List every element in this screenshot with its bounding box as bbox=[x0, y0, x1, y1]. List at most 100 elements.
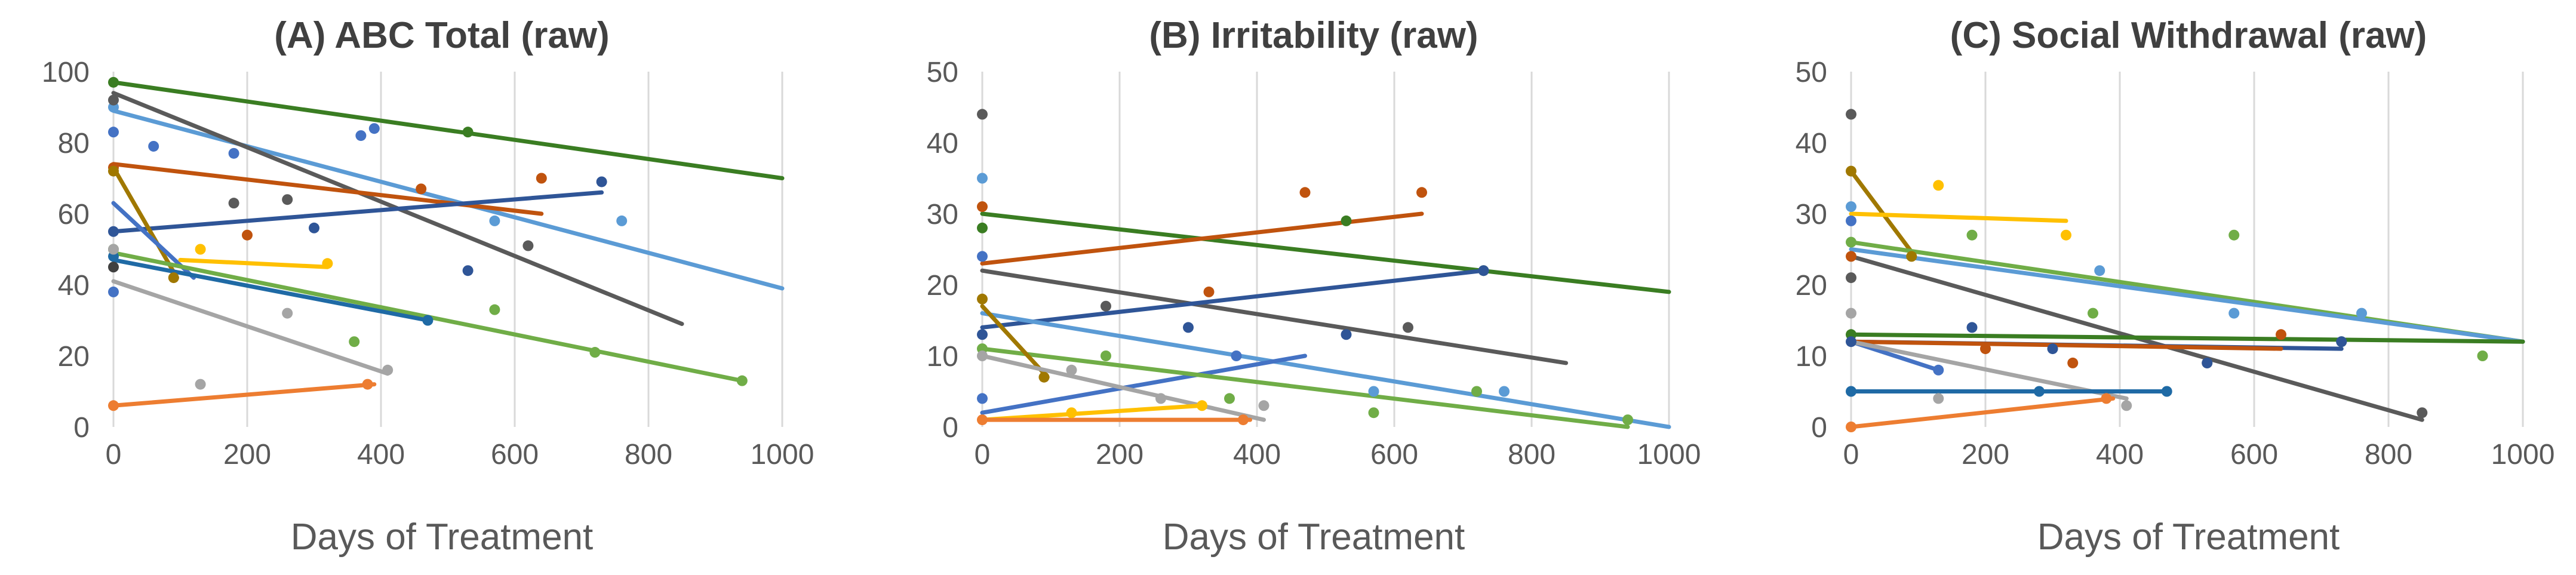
panel-a-point-blue bbox=[148, 140, 159, 152]
panel-a-point-gray bbox=[108, 94, 119, 106]
panel-c-point-light-blue bbox=[2228, 308, 2240, 319]
panel-b-trendline-navy bbox=[980, 268, 1486, 330]
panel-a-point-gray bbox=[282, 194, 293, 205]
panel-a-trendline-yellow bbox=[178, 257, 330, 269]
panel-a-point-dark-green bbox=[462, 127, 474, 138]
panel-c-point-yellow bbox=[1933, 180, 1944, 191]
panel-a-trendline-silver bbox=[111, 279, 390, 376]
panel-c-point-navy bbox=[2336, 336, 2347, 348]
panel-b-point-navy bbox=[1183, 322, 1194, 333]
panel-a-point-blue bbox=[368, 123, 380, 134]
panel-b-point-light-blue bbox=[977, 173, 988, 184]
panel-a-point-navy bbox=[108, 226, 119, 237]
panel-c-x-tick-label: 0 bbox=[1843, 439, 1859, 471]
panel-b-point-navy bbox=[977, 329, 988, 340]
panel-b-y-tick-label: 10 bbox=[927, 341, 958, 373]
panel-a-point-silver bbox=[108, 244, 119, 255]
panel-b: (B) Irritability (raw) 0 200 400 600 800 1000… bbox=[927, 15, 1701, 558]
panel-a-point-dark-green bbox=[108, 76, 119, 88]
panel-c-point-green bbox=[2228, 229, 2240, 241]
panel-b-point-silver bbox=[977, 350, 988, 361]
panel-b-x-tick-label: 1000 bbox=[1637, 439, 1701, 471]
panel-c-point-brown bbox=[1980, 343, 1991, 355]
panel-a-x-tick-label: 600 bbox=[491, 439, 539, 471]
panel-c-point-yellow bbox=[2061, 229, 2071, 241]
panel-b-point-yellow bbox=[1066, 407, 1077, 419]
panel-c-point-navy bbox=[1846, 336, 1856, 348]
panel-c-point-orange bbox=[2101, 393, 2112, 404]
panel-b-point-green bbox=[1101, 350, 1111, 361]
panel-b-point-silver bbox=[1258, 400, 1269, 411]
panel-a-point-brown bbox=[416, 183, 427, 195]
panel-b-y-tick-label: 20 bbox=[927, 270, 958, 302]
panel-c-point-gray bbox=[1846, 109, 1856, 120]
panel-c-point-brown bbox=[2067, 357, 2079, 368]
panel-a-point-green bbox=[349, 336, 360, 348]
panel-c-point-gold-brown bbox=[1846, 165, 1856, 177]
panel-b-point-navy bbox=[1478, 265, 1489, 276]
panel-b-point-gold-brown bbox=[977, 293, 988, 305]
panel-c-x-axis-label: Days of Treatment bbox=[2037, 516, 2340, 558]
panel-b-x-tick-label: 200 bbox=[1096, 439, 1143, 471]
panel-c-point-gray bbox=[1846, 272, 1856, 284]
panel-b-point-blue bbox=[1231, 350, 1242, 361]
panel-b-y-tick-label: 40 bbox=[927, 128, 958, 159]
panel-a-point-silver bbox=[195, 379, 206, 390]
panel-c-point-gold-brown bbox=[1906, 251, 1917, 262]
panel-b-point-orange bbox=[977, 414, 988, 426]
panel-a-point-silver bbox=[282, 308, 293, 319]
panel-a-point-green bbox=[736, 375, 748, 386]
panel-c-trendline-orange bbox=[1849, 396, 2116, 429]
panel-c-trendline-brown bbox=[1849, 339, 2283, 351]
panel-c-x-tick-label: 1000 bbox=[2491, 439, 2555, 471]
panel-a-x-axis-label: Days of Treatment bbox=[291, 516, 594, 558]
panel-b-x-axis-label: Days of Treatment bbox=[1163, 516, 1465, 558]
panel-b-point-green bbox=[1471, 386, 1482, 397]
panel-b-point-dark-green bbox=[1341, 215, 1352, 226]
panel-b-point-navy bbox=[1341, 329, 1352, 340]
panel-a-point-green bbox=[589, 347, 601, 358]
panel-a-y-tick-label: 80 bbox=[58, 128, 90, 159]
panel-c-point-green bbox=[1966, 229, 1978, 241]
panel-c: (C) Social Withdrawal (raw) 0 200 400 600 80… bbox=[1796, 15, 2555, 558]
panel-b-point-yellow bbox=[1197, 400, 1207, 411]
panel-b-y-tick-label: 30 bbox=[927, 199, 958, 230]
panel-a-x-tick-label: 200 bbox=[223, 439, 271, 471]
panel-c-point-silver bbox=[1846, 308, 1856, 319]
panel-b-point-brown bbox=[1203, 286, 1215, 297]
panel-b-point-brown bbox=[1299, 187, 1311, 198]
panel-a-point-blue bbox=[108, 127, 119, 138]
panel-a-point-gold-brown bbox=[108, 165, 119, 177]
panel-b-point-blue bbox=[977, 251, 988, 262]
panel-b-x-tick-label: 400 bbox=[1233, 439, 1281, 471]
panel-b-point-silver bbox=[1066, 364, 1077, 376]
panel-a-point-navy bbox=[309, 222, 319, 233]
panel-a-trendline-gold-brown bbox=[111, 165, 179, 280]
panel-a-point-blue bbox=[355, 130, 367, 142]
panel-b-x-tick-label: 800 bbox=[1508, 439, 1556, 471]
panel-a-point-brown bbox=[242, 229, 253, 241]
panel-a-trendline-dark-green bbox=[111, 80, 785, 180]
panel-c-y-tick-label: 50 bbox=[1796, 57, 1827, 88]
panel-c-trendline-light-blue bbox=[1849, 247, 2525, 344]
panel-c-trendline-dark-green bbox=[1849, 332, 2525, 344]
panel-a-point-navy bbox=[596, 176, 607, 187]
panel-c-point-navy bbox=[1966, 322, 1978, 333]
panel-a-trendline-teal bbox=[111, 257, 430, 322]
panel-c-y-tick-label: 40 bbox=[1796, 128, 1827, 159]
panel-a-point-gray bbox=[228, 198, 239, 209]
panel-b-trendline-silver bbox=[980, 353, 1266, 422]
panel-b-trendline-green bbox=[980, 346, 1630, 429]
panel-c-point-teal bbox=[2161, 386, 2172, 397]
panel-a-trendline-brown bbox=[111, 162, 544, 216]
panel-a-point-yellow bbox=[195, 244, 206, 255]
panel-c-y-tick-label: 20 bbox=[1796, 270, 1827, 302]
panel-c-point-silver bbox=[2121, 400, 2132, 411]
panel-b-trendline-yellow bbox=[980, 403, 1204, 422]
panel-c-point-green bbox=[2088, 308, 2098, 319]
panel-b-y-tick-label: 50 bbox=[927, 57, 958, 88]
panel-c-point-light-blue bbox=[2094, 265, 2105, 276]
panel-b-point-gray bbox=[977, 109, 988, 120]
panel-b-x-tick-label: 0 bbox=[975, 439, 991, 471]
